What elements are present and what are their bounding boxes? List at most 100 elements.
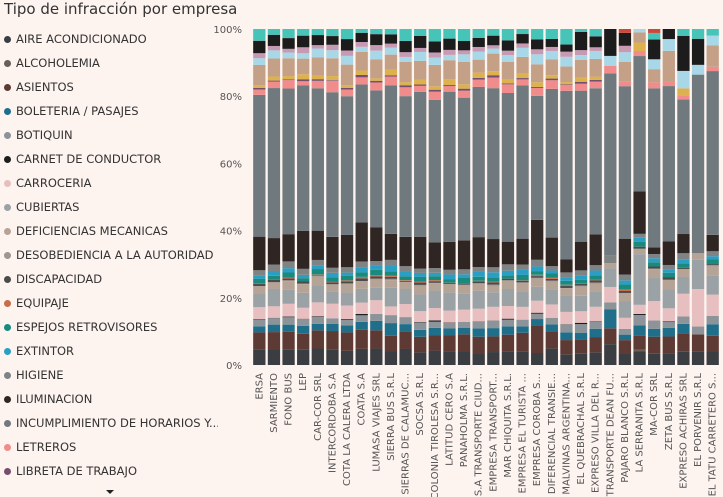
- bar-expreso-achiras-srl[interactable]: [677, 29, 690, 365]
- bar-segment[interactable]: [531, 266, 544, 272]
- bar-segment[interactable]: [662, 264, 675, 270]
- bar-segment[interactable]: [501, 306, 515, 319]
- bar-segment[interactable]: [662, 327, 675, 337]
- bar-segment[interactable]: [706, 66, 719, 72]
- bar-malvinas-argentina[interactable]: [560, 29, 573, 365]
- bar-segment[interactable]: [516, 280, 529, 283]
- bar-segment[interactable]: [326, 349, 339, 365]
- bar-segment[interactable]: [545, 317, 558, 325]
- bar-segment[interactable]: [472, 308, 485, 322]
- bar-segment[interactable]: [370, 265, 383, 270]
- bar-segment[interactable]: [267, 238, 281, 265]
- bar-segment[interactable]: [604, 302, 617, 310]
- bar-segment[interactable]: [501, 280, 515, 289]
- bar-segment[interactable]: [560, 29, 573, 45]
- bar-segment[interactable]: [589, 280, 602, 283]
- bar-segment[interactable]: [545, 29, 558, 39]
- bar-segment[interactable]: [414, 294, 427, 312]
- bar-segment[interactable]: [457, 90, 471, 98]
- bar-segment[interactable]: [648, 301, 661, 321]
- bar-segment[interactable]: [589, 275, 602, 280]
- bar-segment[interactable]: [428, 268, 441, 273]
- bar-segment[interactable]: [472, 328, 485, 337]
- bar-segment[interactable]: [706, 35, 719, 46]
- bar-segment[interactable]: [311, 323, 324, 331]
- bar-segment[interactable]: [516, 306, 529, 320]
- bar-segment[interactable]: [662, 353, 675, 365]
- bar-segment[interactable]: [604, 255, 617, 264]
- bar-segment[interactable]: [516, 56, 529, 74]
- legend-item-desobediencia-a-la-autoridad[interactable]: DESOBEDIENCIA A LA AUTORIDAD: [4, 243, 218, 267]
- bar-segment[interactable]: [370, 80, 383, 83]
- bar-segment[interactable]: [531, 29, 544, 40]
- bar-segment[interactable]: [414, 47, 427, 52]
- bar-segment[interactable]: [545, 46, 558, 51]
- bar-segment[interactable]: [545, 237, 558, 267]
- bar-segment[interactable]: [516, 43, 529, 48]
- bar-segment[interactable]: [414, 322, 427, 323]
- bar-segment[interactable]: [326, 36, 339, 45]
- bar-segment[interactable]: [282, 76, 295, 80]
- bar-segment[interactable]: [457, 274, 471, 278]
- bar-segment[interactable]: [282, 58, 295, 77]
- bar-segment[interactable]: [574, 31, 588, 51]
- bar-segment[interactable]: [487, 75, 500, 78]
- bar-segment[interactable]: [311, 79, 324, 81]
- bar-segment[interactable]: [633, 42, 646, 51]
- bar-segment[interactable]: [355, 46, 368, 52]
- bar-segment[interactable]: [311, 80, 324, 89]
- bar-segment[interactable]: [297, 325, 310, 334]
- bar-segment[interactable]: [399, 40, 412, 53]
- bar-segment[interactable]: [648, 320, 661, 329]
- bar-segment[interactable]: [545, 59, 558, 76]
- bar-segment[interactable]: [487, 71, 500, 76]
- bar-segment[interactable]: [355, 288, 368, 303]
- bar-segment[interactable]: [516, 351, 529, 365]
- bar-pajaro-blanco-s-r-l[interactable]: [618, 29, 632, 365]
- bar-segment[interactable]: [501, 326, 515, 335]
- bar-latitud-cero-s-a[interactable]: [443, 29, 456, 365]
- bar-segment[interactable]: [662, 50, 675, 82]
- bar-segment[interactable]: [282, 316, 295, 318]
- bar-segment[interactable]: [443, 322, 456, 329]
- bar-segment[interactable]: [370, 82, 383, 91]
- legend-item-incumplimiento-de-horarios-y[interactable]: INCUMPLIMIENTO DE HORARIOS Y...: [4, 411, 218, 435]
- bar-segment[interactable]: [677, 293, 690, 317]
- bar-segment[interactable]: [267, 76, 281, 81]
- bar-segment[interactable]: [706, 294, 719, 317]
- bar-segment[interactable]: [662, 241, 675, 265]
- legend-item-boleteria-pasajes[interactable]: BOLETERIA / PASAJES: [4, 99, 218, 123]
- bar-segment[interactable]: [706, 266, 719, 276]
- legend-item-botiquin[interactable]: BOTIQUIN: [4, 123, 218, 147]
- bar-segment[interactable]: [297, 29, 310, 36]
- bar-segment[interactable]: [253, 326, 266, 333]
- bar-segment[interactable]: [253, 40, 266, 54]
- bar-segment[interactable]: [545, 280, 558, 282]
- bar-segment[interactable]: [340, 267, 354, 273]
- bar-segment[interactable]: [677, 35, 690, 71]
- bar-segment[interactable]: [662, 279, 675, 290]
- bar-segment[interactable]: [370, 269, 383, 276]
- bar-segment[interactable]: [443, 274, 456, 280]
- bar-segment[interactable]: [370, 279, 383, 288]
- bar-segment[interactable]: [648, 29, 661, 33]
- bar-segment[interactable]: [326, 303, 339, 319]
- bar-segment[interactable]: [326, 267, 339, 273]
- bar-segment[interactable]: [311, 265, 324, 270]
- bar-segment[interactable]: [340, 64, 354, 86]
- bar-segment[interactable]: [370, 320, 383, 331]
- bar-segment[interactable]: [399, 348, 412, 365]
- bar-segment[interactable]: [501, 278, 515, 281]
- bar-segment[interactable]: [560, 280, 573, 285]
- bar-segment[interactable]: [691, 29, 705, 39]
- bar-segment[interactable]: [340, 319, 354, 326]
- bar-segment[interactable]: [560, 286, 573, 288]
- bar-segment[interactable]: [414, 336, 427, 353]
- bar-segment[interactable]: [253, 236, 266, 271]
- bar-segment[interactable]: [648, 336, 661, 354]
- bar-segment[interactable]: [253, 286, 266, 294]
- bar-segment[interactable]: [340, 29, 354, 40]
- bar-segment[interactable]: [560, 272, 573, 278]
- bar-segment[interactable]: [516, 269, 529, 275]
- bar-segment[interactable]: [326, 282, 339, 285]
